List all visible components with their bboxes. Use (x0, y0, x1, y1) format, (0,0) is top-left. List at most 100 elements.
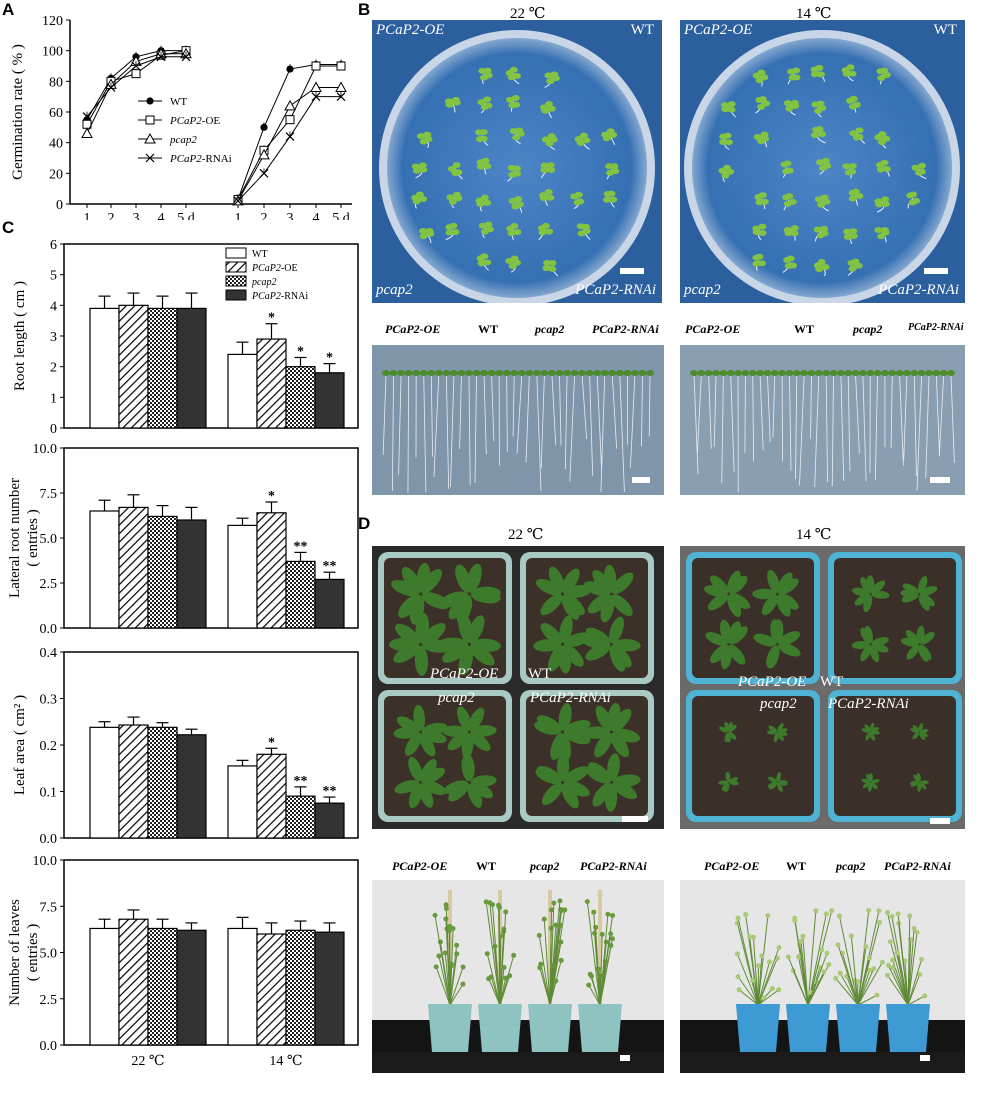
bar-PCaP2-RNAi (176, 734, 207, 839)
inflorescence (894, 950, 900, 956)
legend-item: PCaP2-OE (138, 115, 220, 127)
inflorescence (769, 986, 775, 992)
seedling-cotyledon (472, 370, 481, 376)
inflorescence (536, 932, 542, 938)
y-tick-label: 0.0 (40, 1039, 58, 1054)
root-label-oe-14: PCaP2-OE (685, 322, 741, 336)
rosette-leaf (398, 594, 421, 618)
inflorescence (919, 956, 925, 962)
legend-swatch (225, 289, 247, 301)
root-line (810, 374, 812, 439)
inflorescence (800, 933, 806, 939)
significance-label: * (297, 344, 304, 359)
y-tick-label: 0.3 (40, 693, 58, 708)
legend-label: pcap2 (169, 134, 197, 146)
rosette-leaf (777, 780, 788, 785)
inflorescence (866, 955, 872, 961)
rosette-leaf (421, 623, 446, 645)
rosette-leaf (561, 568, 580, 594)
seedling-leaf (876, 166, 885, 173)
stem (807, 953, 828, 1006)
inflorescence (501, 926, 507, 932)
adult-label-wt-22: WT (476, 859, 497, 873)
rosette-leaf (707, 593, 729, 611)
root-line (831, 374, 834, 487)
rosette-leaf (864, 625, 873, 644)
inflorescence (558, 957, 564, 963)
root-line (913, 374, 917, 476)
inflorescence (848, 933, 854, 939)
seedling-cotyledon (902, 370, 911, 376)
seedling-leaf (816, 100, 825, 107)
seedling-leaf (515, 127, 524, 134)
seedling-leaf (810, 71, 819, 78)
seedling-cotyledon (873, 370, 882, 376)
seedling-leaf (783, 226, 792, 233)
rosette-leaf (536, 765, 562, 784)
seedling-cotyledon (495, 370, 504, 376)
seedling-leaf (816, 71, 825, 78)
seedling-leaf (909, 191, 918, 198)
inflorescence (876, 908, 882, 914)
inflorescence (484, 951, 490, 957)
bar-PCaP2-RNAi (314, 372, 345, 429)
rosette-leaf (610, 732, 630, 758)
rosette-leaf (456, 706, 472, 731)
x-tick-label: 3 (287, 211, 294, 220)
root-line (506, 374, 508, 452)
bar-pcap2 (147, 515, 178, 629)
panel-letter-c: C (2, 218, 15, 237)
marker-pcap (310, 81, 322, 92)
inflorescence (823, 911, 829, 917)
y-tick-label: 80 (49, 75, 63, 90)
rosette-leaf (467, 783, 483, 808)
y-tick-label: 120 (42, 14, 63, 29)
seedling-leaf (811, 132, 820, 139)
rosette-leaf (724, 732, 730, 743)
seedling-leaf (849, 228, 858, 235)
y-tick-label: 60 (49, 106, 63, 121)
seedling-leaf (573, 199, 582, 206)
inflorescence (736, 987, 742, 993)
rosette-leaf (728, 732, 737, 740)
seedling-leaf (855, 127, 864, 134)
rosette-leaf (421, 722, 448, 736)
inflorescence (735, 974, 741, 980)
seedling-cotyledon (748, 370, 757, 376)
seedling-cotyledon (404, 370, 413, 376)
root-label-pcap-22: pcap2 (535, 322, 565, 336)
seedling-leaf (483, 199, 492, 206)
seedling-leaf (915, 169, 924, 176)
plant-pot (428, 1004, 472, 1052)
seedling-leaf (511, 95, 520, 102)
rosette-leaf (728, 575, 748, 595)
seedling-cotyledon (555, 370, 564, 376)
b-temp-label-22: 22 ℃ (510, 6, 546, 22)
root-line (759, 374, 764, 451)
seedling-leaf (724, 139, 733, 146)
inflorescence (460, 964, 466, 970)
rosette-leaf (719, 726, 729, 733)
root-label-wt-22: WT (478, 322, 499, 336)
rosette-leaf (870, 782, 878, 790)
y-tick-label: 7.5 (40, 900, 58, 915)
inflorescence (884, 909, 890, 915)
inflorescence (549, 962, 555, 968)
y-tick-label: 0.4 (40, 646, 58, 661)
seedling-leaf (540, 162, 549, 169)
inflorescence (454, 942, 460, 948)
seedling-leaf (540, 167, 549, 174)
inflorescence (776, 944, 782, 950)
seedling-leaf (547, 167, 556, 174)
inflorescence (443, 916, 449, 922)
rosette-leaf (401, 567, 422, 594)
adult-label-rnai-14: PCaP2-RNAi (884, 859, 951, 873)
seedling-leaf (882, 166, 891, 173)
bar-PCaP2-RNAi (314, 578, 345, 629)
y-tick-label: 0 (50, 422, 57, 436)
inflorescence (755, 963, 761, 969)
seedling-leaf (452, 162, 461, 169)
y-axis-label: Germination rate ( % ) (10, 44, 26, 180)
rosette-leaf (421, 780, 447, 795)
